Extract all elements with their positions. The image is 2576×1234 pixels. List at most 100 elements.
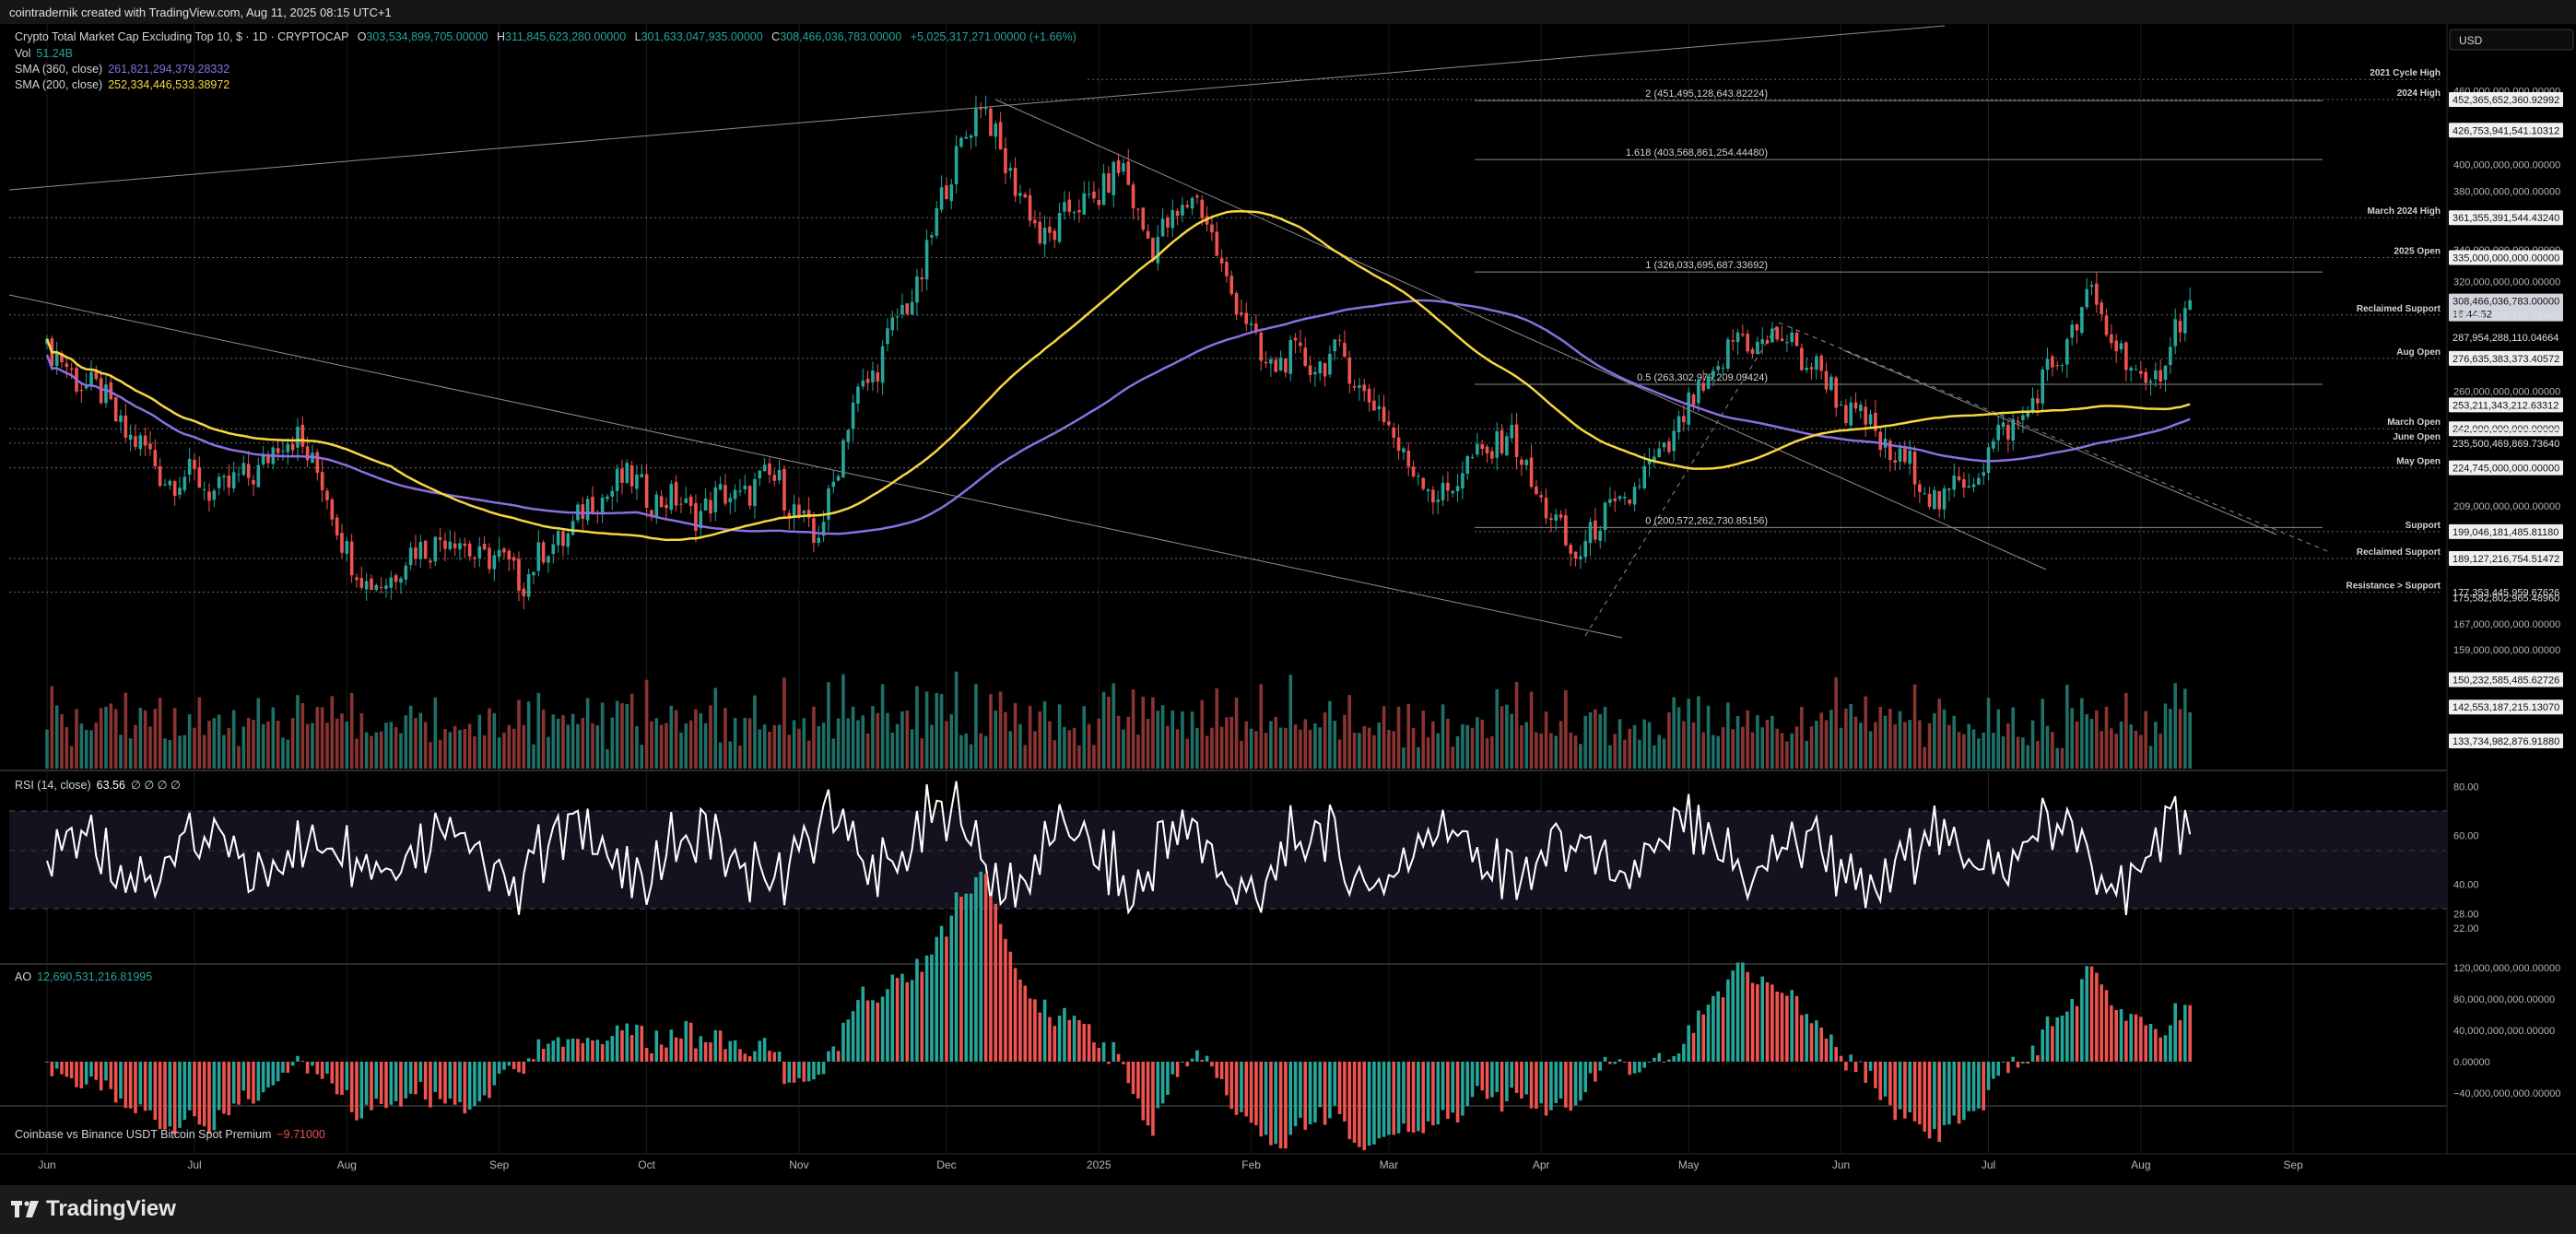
- candle-body[interactable]: [1018, 193, 1022, 196]
- candle-body[interactable]: [482, 544, 487, 550]
- candle-body[interactable]: [1004, 147, 1007, 173]
- candle-body[interactable]: [1874, 413, 1877, 431]
- candle-body[interactable]: [738, 490, 742, 492]
- candle-body[interactable]: [1303, 347, 1308, 366]
- candle-body[interactable]: [1790, 332, 1794, 343]
- candle-body[interactable]: [1697, 380, 1700, 404]
- candle-body[interactable]: [856, 386, 860, 405]
- candle-body[interactable]: [1028, 194, 1032, 221]
- candle-body[interactable]: [1741, 334, 1745, 335]
- candle-body[interactable]: [423, 540, 428, 559]
- candle-body[interactable]: [1234, 293, 1239, 315]
- candle-body[interactable]: [1392, 427, 1396, 438]
- candle-body[interactable]: [1864, 406, 1868, 425]
- candle-body[interactable]: [890, 317, 895, 331]
- candle-body[interactable]: [733, 489, 737, 499]
- candle-body[interactable]: [1977, 477, 1981, 485]
- candle-body[interactable]: [2100, 302, 2103, 314]
- candle-body[interactable]: [1844, 405, 1848, 424]
- candle-body[interactable]: [836, 476, 841, 481]
- candle-body[interactable]: [1539, 495, 1544, 498]
- candle-body[interactable]: [1594, 520, 1597, 540]
- candle-body[interactable]: [246, 464, 251, 478]
- candle-body[interactable]: [252, 480, 255, 485]
- candle-body[interactable]: [915, 276, 919, 303]
- candle-body[interactable]: [276, 448, 280, 453]
- candle-body[interactable]: [591, 496, 594, 514]
- candle-body[interactable]: [286, 443, 290, 452]
- candle-body[interactable]: [522, 588, 526, 596]
- candle-body[interactable]: [2075, 323, 2079, 331]
- candle-body[interactable]: [172, 481, 177, 497]
- candle-body[interactable]: [728, 498, 733, 502]
- candle-body[interactable]: [679, 503, 683, 505]
- candle-body[interactable]: [1240, 312, 1243, 315]
- candle-body[interactable]: [1544, 498, 1548, 519]
- candle-body[interactable]: [905, 303, 910, 314]
- candle-body[interactable]: [699, 511, 703, 529]
- trendline[interactable]: [8, 294, 1623, 639]
- candle-body[interactable]: [1181, 205, 1184, 216]
- candle-body[interactable]: [886, 328, 889, 345]
- candle-body[interactable]: [178, 488, 182, 495]
- candle-body[interactable]: [281, 451, 285, 452]
- candle-body[interactable]: [1514, 424, 1519, 457]
- candle-body[interactable]: [330, 499, 335, 520]
- candle-body[interactable]: [1377, 406, 1382, 410]
- ao-scale[interactable]: 120,000,000,000.00000 80,000,000,000.0000…: [2453, 963, 2561, 1099]
- candle-body[interactable]: [119, 415, 123, 422]
- candle-body[interactable]: [551, 544, 556, 555]
- candle-body[interactable]: [2080, 307, 2084, 334]
- candle-body[interactable]: [1927, 493, 1932, 507]
- candle-body[interactable]: [1957, 476, 1961, 480]
- candle-body[interactable]: [54, 351, 59, 367]
- price-marker-box[interactable]: [2449, 123, 2563, 138]
- candle-body[interactable]: [1573, 551, 1578, 559]
- candle-body[interactable]: [212, 490, 217, 500]
- candle-body[interactable]: [1259, 332, 1264, 361]
- candle-body[interactable]: [1367, 388, 1371, 403]
- candle-body[interactable]: [797, 504, 801, 516]
- candle-body[interactable]: [1284, 358, 1288, 373]
- candle-body[interactable]: [777, 469, 782, 481]
- candle-body[interactable]: [1387, 421, 1391, 426]
- candle-body[interactable]: [335, 517, 339, 535]
- candle-body[interactable]: [1726, 339, 1730, 370]
- candle-body[interactable]: [143, 435, 147, 446]
- candle-body[interactable]: [610, 490, 615, 497]
- candle-body[interactable]: [1962, 478, 1966, 488]
- candle-body[interactable]: [1819, 356, 1824, 371]
- candle-body[interactable]: [1274, 359, 1278, 372]
- candle-body[interactable]: [1613, 498, 1617, 502]
- candle-body[interactable]: [512, 557, 516, 561]
- candle-body[interactable]: [325, 490, 329, 500]
- candle-body[interactable]: [561, 531, 565, 546]
- candle-body[interactable]: [1343, 343, 1347, 357]
- candle-body[interactable]: [1510, 425, 1514, 439]
- candle-body[interactable]: [1569, 545, 1573, 554]
- candle-body[interactable]: [762, 464, 767, 472]
- candle-body[interactable]: [1878, 431, 1883, 451]
- candle-body[interactable]: [1141, 207, 1146, 230]
- candle-body[interactable]: [2154, 370, 2158, 380]
- candle-body[interactable]: [193, 459, 196, 470]
- candle-body[interactable]: [1800, 347, 1804, 370]
- candle-body[interactable]: [2114, 340, 2118, 352]
- candle-body[interactable]: [320, 472, 324, 490]
- price-marker-box[interactable]: [2449, 421, 2563, 437]
- candle-body[interactable]: [1426, 489, 1430, 491]
- candle-body[interactable]: [408, 547, 413, 566]
- price-marker-box[interactable]: [2449, 306, 2563, 322]
- candle-body[interactable]: [1982, 472, 1986, 476]
- candle-body[interactable]: [983, 107, 988, 110]
- candle-body[interactable]: [1461, 473, 1464, 489]
- candle-body[interactable]: [290, 443, 295, 451]
- price-marker-box[interactable]: [2449, 293, 2563, 309]
- candle-body[interactable]: [782, 468, 786, 511]
- candle-body[interactable]: [1535, 486, 1538, 495]
- candle-body[interactable]: [880, 346, 885, 383]
- candle-body[interactable]: [556, 531, 560, 546]
- candle-body[interactable]: [1185, 205, 1190, 207]
- candle-body[interactable]: [1219, 258, 1224, 264]
- candle-body[interactable]: [606, 496, 609, 499]
